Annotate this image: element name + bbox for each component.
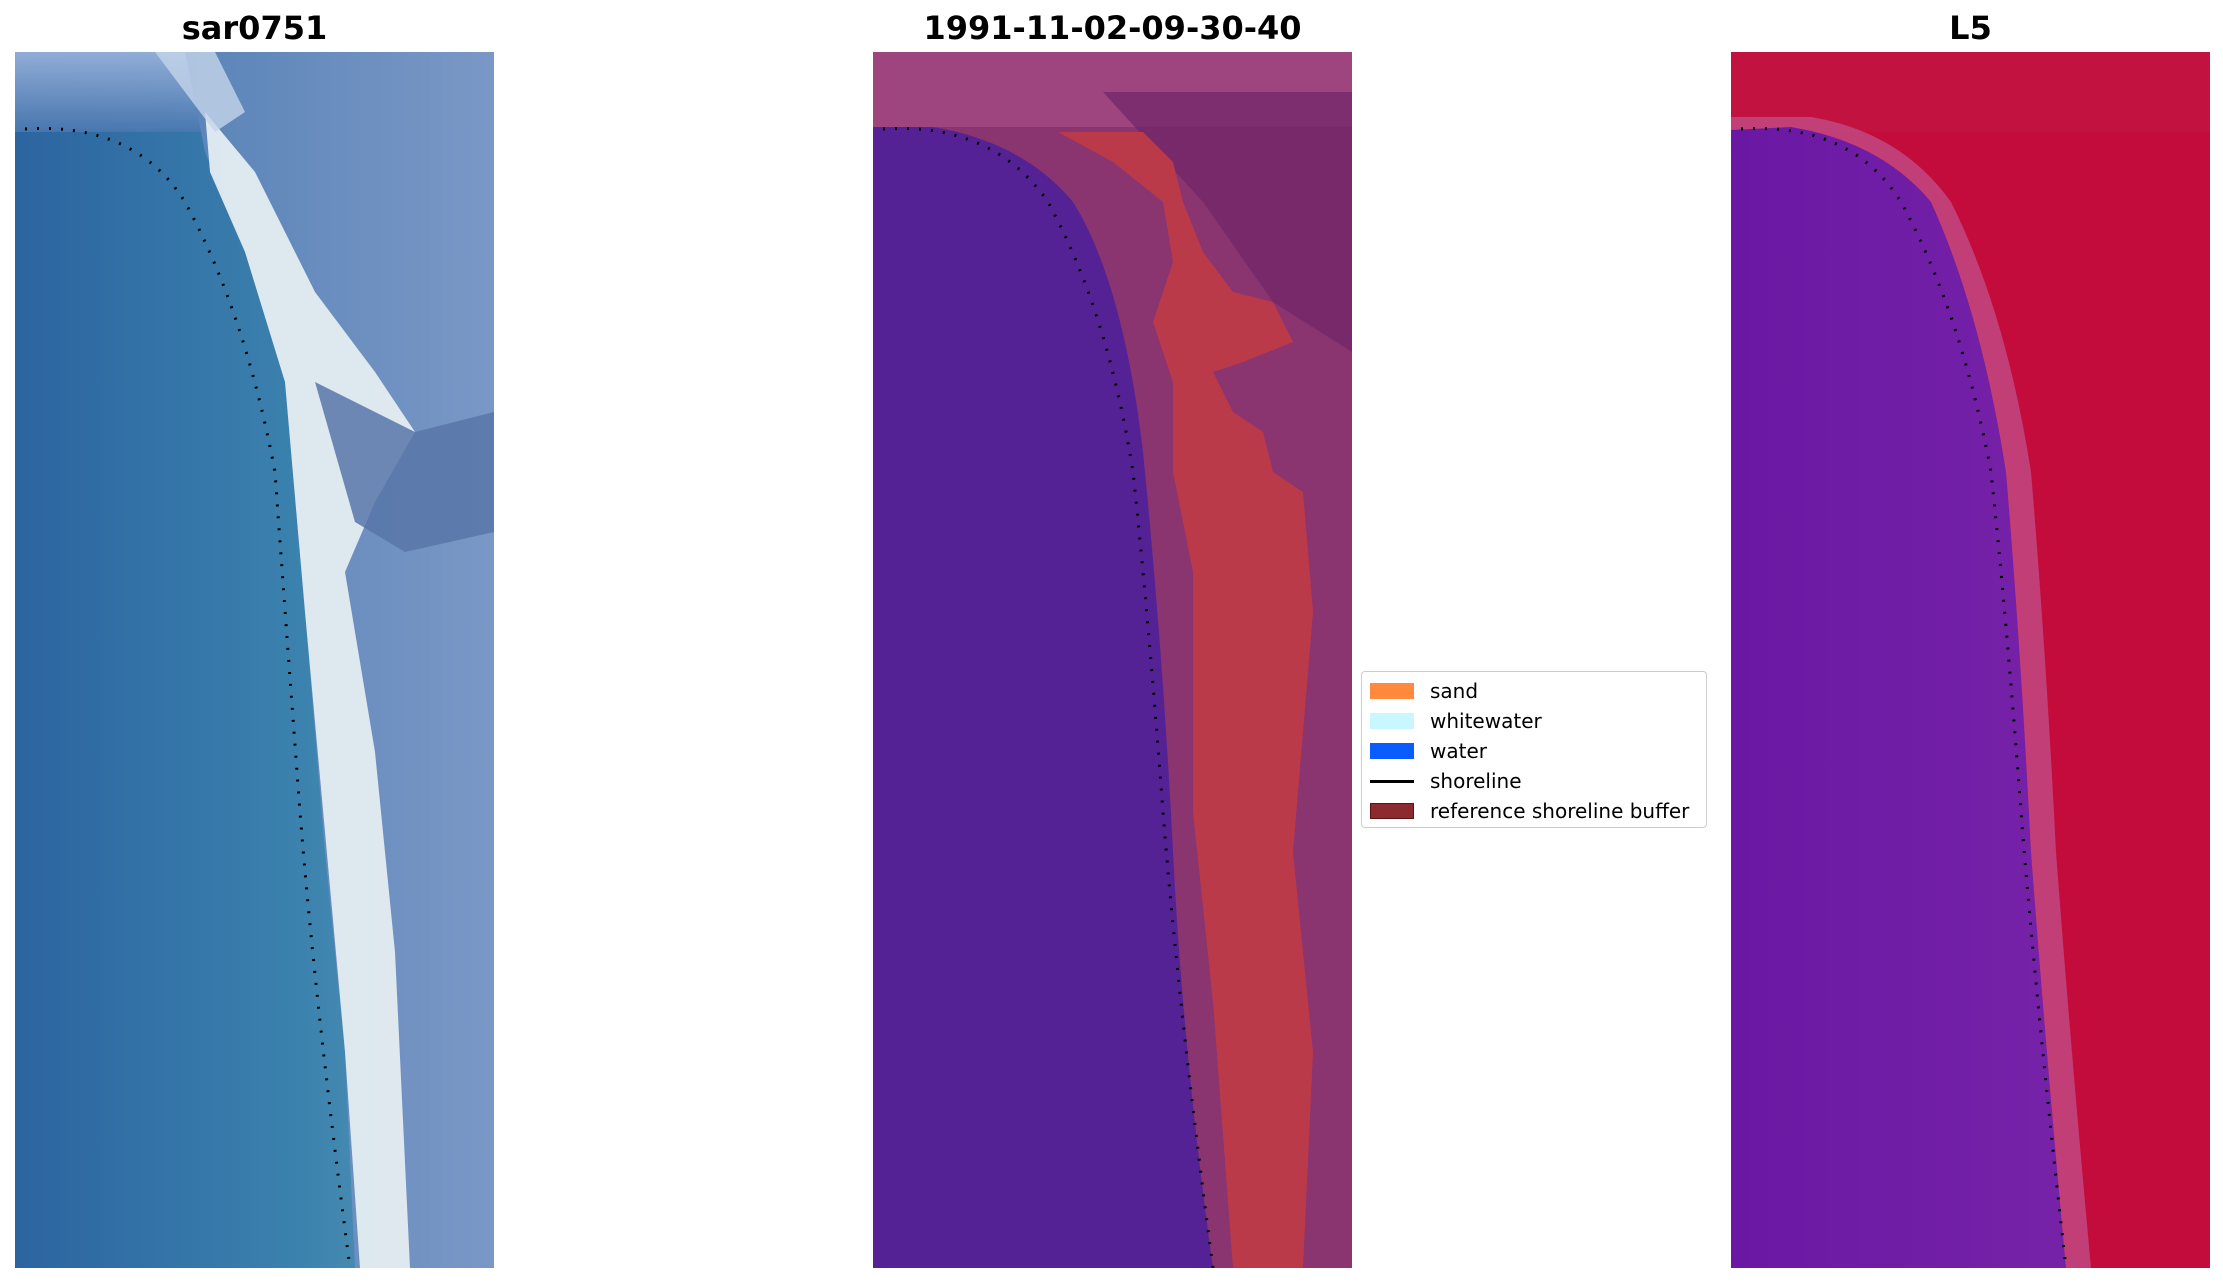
- rgb-image: [15, 52, 494, 1268]
- legend-label: whitewater: [1430, 709, 1542, 733]
- legend-item-water: water: [1370, 738, 1487, 764]
- legend-item-whitewater: whitewater: [1370, 708, 1542, 734]
- classified-shoreline: [882, 126, 1215, 1268]
- classified-image: [873, 52, 1352, 1268]
- legend-label: reference shoreline buffer: [1430, 799, 1690, 823]
- legend-label: sand: [1430, 679, 1479, 703]
- index-image-panel: [1731, 52, 2210, 1268]
- rgb-beach: [205, 112, 415, 1268]
- legend-label: shoreline: [1430, 769, 1522, 793]
- rgb-image-panel: [15, 52, 494, 1268]
- legend-label: water: [1430, 739, 1487, 763]
- panel-title-classified: 1991-11-02-09-30-40: [923, 9, 1302, 47]
- index-transition-zone: [1731, 117, 2091, 1268]
- reference-buffer-swatch: [1370, 803, 1414, 819]
- shoreline-line-sample: [1370, 779, 1414, 783]
- legend: sand whitewater water shoreline referenc…: [1361, 671, 1707, 828]
- panel-title-rgb: sar0751: [181, 9, 328, 47]
- water-swatch: [1370, 743, 1414, 759]
- index-image: [1731, 52, 2210, 1268]
- legend-item-reference-buffer: reference shoreline buffer: [1370, 798, 1689, 824]
- classified-image-panel: [873, 52, 1352, 1268]
- panel-title-index: L5: [1949, 9, 1992, 47]
- classified-water-area: [873, 127, 1213, 1268]
- sand-swatch: [1370, 683, 1414, 699]
- whitewater-swatch: [1370, 713, 1414, 729]
- legend-item-shoreline: shoreline: [1370, 768, 1522, 794]
- legend-item-sand: sand: [1370, 678, 1478, 704]
- reference-shoreline-buffer: [1058, 132, 1313, 1268]
- index-water-area: [1731, 127, 2066, 1268]
